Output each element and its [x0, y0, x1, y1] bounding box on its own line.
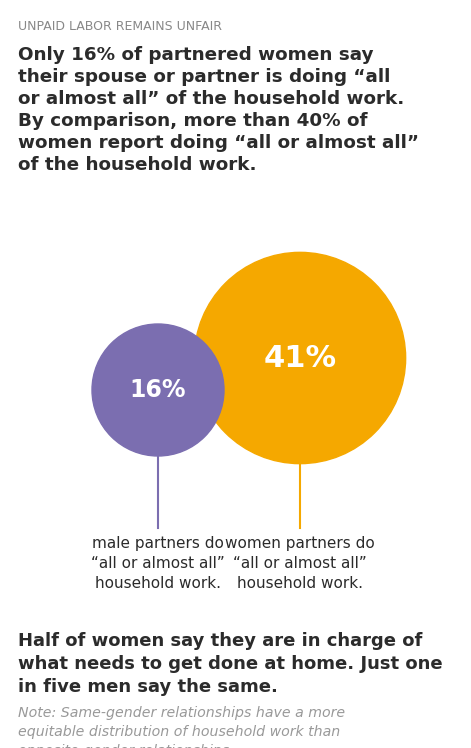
Text: Half of women say they are in charge of: Half of women say they are in charge of	[18, 632, 422, 650]
Text: equitable distribution of household work than: equitable distribution of household work…	[18, 725, 340, 739]
Text: what needs to get done at home. Just one: what needs to get done at home. Just one	[18, 655, 443, 673]
Text: in five men say the same.: in five men say the same.	[18, 678, 278, 696]
Text: women report doing “all or almost all”: women report doing “all or almost all”	[18, 134, 419, 152]
Text: of the household work.: of the household work.	[18, 156, 257, 174]
Text: opposite-gender relationships.: opposite-gender relationships.	[18, 744, 234, 748]
Text: or almost all” of the household work.: or almost all” of the household work.	[18, 90, 404, 108]
Text: Only 16% of partnered women say: Only 16% of partnered women say	[18, 46, 374, 64]
Text: UNPAID LABOR REMAINS UNFAIR: UNPAID LABOR REMAINS UNFAIR	[18, 20, 222, 33]
Text: Note: Same-gender relationships have a more: Note: Same-gender relationships have a m…	[18, 706, 345, 720]
Text: 41%: 41%	[263, 343, 337, 373]
Text: women partners do
“all or almost all”
household work.: women partners do “all or almost all” ho…	[225, 536, 375, 591]
Circle shape	[92, 324, 224, 456]
Circle shape	[195, 252, 406, 464]
Text: their spouse or partner is doing “all: their spouse or partner is doing “all	[18, 68, 390, 86]
Text: 16%: 16%	[130, 378, 186, 402]
Text: male partners do
“all or almost all”
household work.: male partners do “all or almost all” hou…	[91, 536, 225, 591]
Text: By comparison, more than 40% of: By comparison, more than 40% of	[18, 112, 367, 130]
